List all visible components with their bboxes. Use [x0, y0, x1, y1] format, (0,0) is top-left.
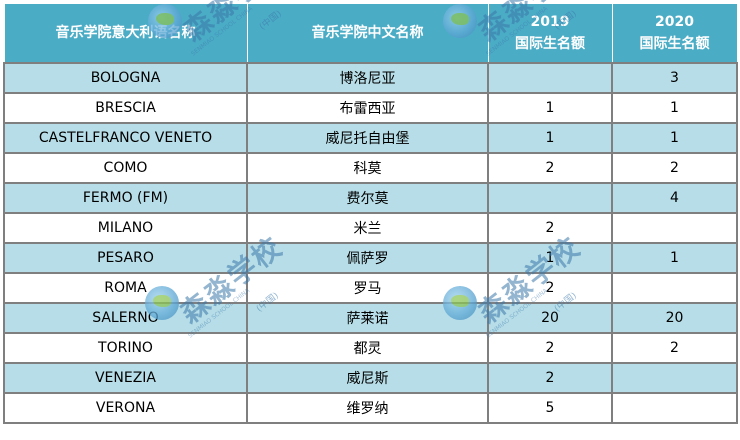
- italian-name-cell: CASTELFRANCO VENETO: [3, 122, 248, 154]
- quota-2019-cell: [487, 62, 613, 94]
- italian-name-cell: VENEZIA: [3, 362, 248, 394]
- quota-2020-cell: [611, 362, 738, 394]
- quota-2020-cell: 2: [611, 332, 738, 364]
- italian-name-cell: BRESCIA: [3, 92, 248, 124]
- quota-2019-cell: 1: [487, 122, 613, 154]
- chinese-name-cell: 科莫: [246, 152, 489, 184]
- chinese-name-cell: 维罗纳: [246, 392, 489, 424]
- table-row: SALERNO 萨莱诺 20 20: [3, 302, 738, 334]
- italian-name-cell: SALERNO: [3, 302, 248, 334]
- italian-name-cell: FERMO (FM): [3, 182, 248, 214]
- chinese-name-cell: 布雷西亚: [246, 92, 489, 124]
- table-row: TORINO 都灵 2 2: [3, 332, 738, 364]
- quota-2020-cell: [611, 212, 738, 244]
- italian-name-cell: PESARO: [3, 242, 248, 274]
- quota-2020-cell: 1: [611, 92, 738, 124]
- chinese-name-cell: 佩萨罗: [246, 242, 489, 274]
- header-2019-label: 国际生名额: [515, 36, 585, 52]
- quota-2020-cell: [611, 392, 738, 424]
- quota-2019-cell: 2: [487, 332, 613, 364]
- table-row: PESARO 佩萨罗 1 1: [3, 242, 738, 274]
- table-row: COMO 科莫 2 2: [3, 152, 738, 184]
- quota-2019-cell: 2: [487, 272, 613, 304]
- table-row: BRESCIA 布雷西亚 1 1: [3, 92, 738, 124]
- table-row: CASTELFRANCO VENETO 威尼托自由堡 1 1: [3, 122, 738, 154]
- header-2020-quota: 2020 国际生名额: [611, 3, 738, 64]
- conservatory-quota-table: 音乐学院意大利语名称 音乐学院中文名称 2019 国际生名额 2020 国际生名…: [3, 3, 738, 424]
- quota-2019-cell: 1: [487, 92, 613, 124]
- table-row: VERONA 维罗纳 5: [3, 392, 738, 424]
- table-row: MILANO 米兰 2: [3, 212, 738, 244]
- chinese-name-cell: 都灵: [246, 332, 489, 364]
- quota-2019-cell: 2: [487, 152, 613, 184]
- quota-2020-cell: 4: [611, 182, 738, 214]
- italian-name-cell: ROMA: [3, 272, 248, 304]
- quota-2019-cell: 2: [487, 212, 613, 244]
- quota-2020-cell: 20: [611, 302, 738, 334]
- quota-2020-cell: [611, 272, 738, 304]
- header-italian-name: 音乐学院意大利语名称: [3, 3, 248, 64]
- quota-2019-cell: 1: [487, 242, 613, 274]
- header-row: 音乐学院意大利语名称 音乐学院中文名称 2019 国际生名额 2020 国际生名…: [3, 3, 738, 64]
- quota-2019-cell: 5: [487, 392, 613, 424]
- quota-2019-cell: [487, 182, 613, 214]
- quota-2020-cell: 3: [611, 62, 738, 94]
- header-2020-label: 国际生名额: [639, 36, 710, 52]
- quota-2020-cell: 2: [611, 152, 738, 184]
- chinese-name-cell: 罗马: [246, 272, 489, 304]
- table-row: VENEZIA 威尼斯 2: [3, 362, 738, 394]
- table-row: BOLOGNA 博洛尼亚 3: [3, 62, 738, 94]
- quota-2019-cell: 2: [487, 362, 613, 394]
- table-row: FERMO (FM) 费尔莫 4: [3, 182, 738, 214]
- chinese-name-cell: 博洛尼亚: [246, 62, 489, 94]
- quota-2020-cell: 1: [611, 242, 738, 274]
- italian-name-cell: COMO: [3, 152, 248, 184]
- italian-name-cell: VERONA: [3, 392, 248, 424]
- header-2020-year: 2020: [655, 14, 694, 30]
- chinese-name-cell: 威尼斯: [246, 362, 489, 394]
- italian-name-cell: MILANO: [3, 212, 248, 244]
- chinese-name-cell: 威尼托自由堡: [246, 122, 489, 154]
- header-2019-quota: 2019 国际生名额: [487, 3, 613, 64]
- italian-name-cell: BOLOGNA: [3, 62, 248, 94]
- chinese-name-cell: 萨莱诺: [246, 302, 489, 334]
- chinese-name-cell: 米兰: [246, 212, 489, 244]
- chinese-name-cell: 费尔莫: [246, 182, 489, 214]
- quota-2019-cell: 20: [487, 302, 613, 334]
- table-container: 音乐学院意大利语名称 音乐学院中文名称 2019 国际生名额 2020 国际生名…: [3, 3, 738, 437]
- header-2019-year: 2019: [530, 14, 570, 30]
- header-chinese-name: 音乐学院中文名称: [246, 3, 489, 64]
- table-row: ROMA 罗马 2: [3, 272, 738, 304]
- quota-2020-cell: 1: [611, 122, 738, 154]
- table-header: 音乐学院意大利语名称 音乐学院中文名称 2019 国际生名额 2020 国际生名…: [3, 3, 738, 64]
- italian-name-cell: TORINO: [3, 332, 248, 364]
- table-body: BOLOGNA 博洛尼亚 3 BRESCIA 布雷西亚 1 1 CASTELFRANCO VE…: [3, 62, 738, 424]
